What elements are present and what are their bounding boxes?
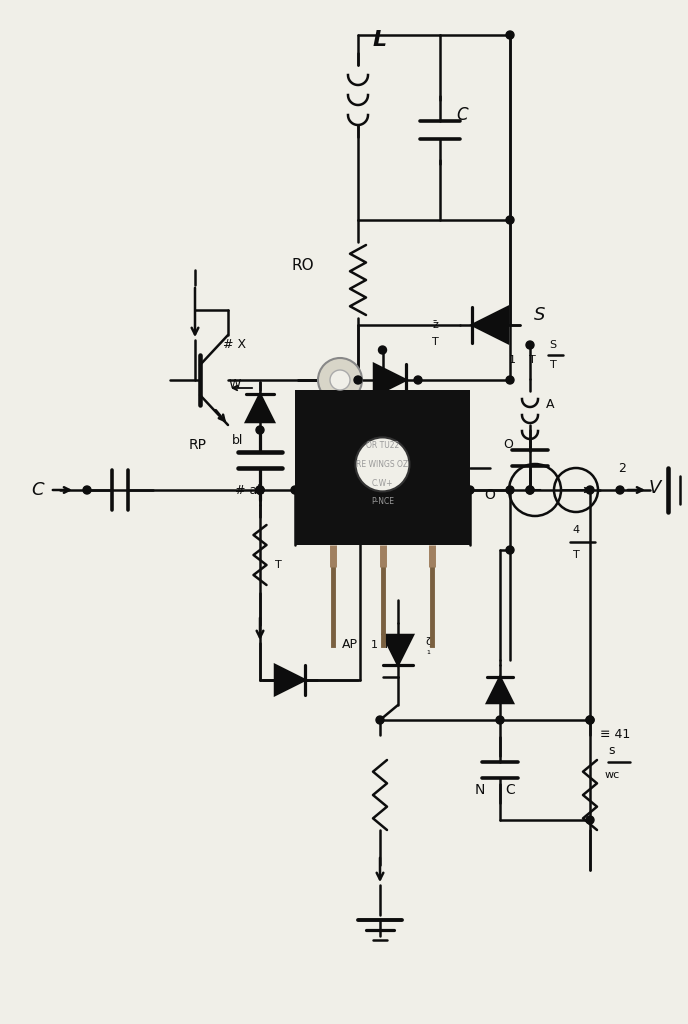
- Text: RP: RP: [189, 438, 207, 452]
- Circle shape: [318, 358, 362, 402]
- Text: 1: 1: [371, 640, 378, 650]
- Circle shape: [526, 341, 534, 349]
- Text: T: T: [431, 337, 438, 347]
- Text: W: W: [229, 379, 241, 391]
- Polygon shape: [275, 665, 305, 695]
- Bar: [295, 390, 470, 545]
- Circle shape: [356, 437, 409, 492]
- Text: O: O: [484, 488, 495, 502]
- Circle shape: [506, 216, 514, 224]
- Polygon shape: [374, 364, 406, 396]
- Text: T: T: [572, 550, 579, 560]
- Text: # X: # X: [224, 339, 246, 351]
- Text: T: T: [550, 360, 557, 370]
- Text: ≡ 41: ≡ 41: [600, 728, 630, 741]
- Circle shape: [526, 486, 534, 494]
- Circle shape: [526, 486, 534, 494]
- Text: C: C: [505, 783, 515, 797]
- Circle shape: [83, 486, 91, 494]
- Circle shape: [291, 486, 299, 494]
- Text: P-NCE: P-NCE: [371, 497, 394, 506]
- Text: −: −: [528, 481, 542, 499]
- Text: S: S: [550, 340, 557, 350]
- Text: C: C: [32, 481, 44, 499]
- Circle shape: [414, 376, 422, 384]
- Text: wc: wc: [604, 770, 620, 780]
- Polygon shape: [383, 635, 413, 665]
- Text: z̄: z̄: [432, 319, 438, 330]
- Text: C: C: [456, 106, 468, 124]
- Circle shape: [256, 486, 264, 494]
- Text: bl: bl: [233, 433, 244, 446]
- Text: ¹: ¹: [426, 650, 430, 660]
- Text: A: A: [546, 398, 555, 412]
- Text: V: V: [649, 479, 661, 497]
- Circle shape: [256, 486, 264, 494]
- Text: s: s: [609, 743, 615, 757]
- Text: S: S: [535, 306, 546, 324]
- Circle shape: [506, 486, 514, 494]
- Text: C.W+: C.W+: [372, 478, 394, 487]
- Text: O: O: [503, 438, 513, 452]
- Circle shape: [354, 376, 362, 384]
- Circle shape: [356, 486, 364, 494]
- Text: L: L: [373, 30, 387, 50]
- Text: T: T: [383, 640, 389, 650]
- Text: 2: 2: [618, 462, 626, 474]
- Text: 1: 1: [508, 355, 515, 365]
- Polygon shape: [246, 394, 274, 422]
- Circle shape: [506, 31, 514, 39]
- Circle shape: [586, 486, 594, 494]
- Circle shape: [506, 546, 514, 554]
- Circle shape: [496, 716, 504, 724]
- Circle shape: [354, 486, 362, 494]
- Circle shape: [586, 716, 594, 724]
- Circle shape: [466, 486, 474, 494]
- Circle shape: [330, 370, 350, 390]
- Circle shape: [506, 376, 514, 384]
- Text: 4: 4: [572, 525, 579, 535]
- Text: RE WINGS OZ: RE WINGS OZ: [356, 460, 409, 469]
- Circle shape: [256, 486, 264, 494]
- Text: T: T: [275, 560, 281, 570]
- Text: AP: AP: [342, 639, 358, 651]
- Text: ζ: ζ: [425, 637, 431, 647]
- Polygon shape: [487, 677, 513, 703]
- Polygon shape: [472, 307, 508, 343]
- Text: RO: RO: [292, 257, 314, 272]
- Circle shape: [378, 346, 387, 354]
- Circle shape: [256, 426, 264, 434]
- Text: OR TU22: OR TU22: [366, 441, 399, 451]
- Circle shape: [354, 376, 362, 384]
- Circle shape: [616, 486, 624, 494]
- Circle shape: [354, 486, 362, 494]
- Text: # al.: # al.: [235, 483, 265, 497]
- Circle shape: [586, 816, 594, 824]
- Circle shape: [376, 716, 384, 724]
- Circle shape: [586, 716, 594, 724]
- Text: N: N: [475, 783, 485, 797]
- Text: T: T: [528, 355, 535, 365]
